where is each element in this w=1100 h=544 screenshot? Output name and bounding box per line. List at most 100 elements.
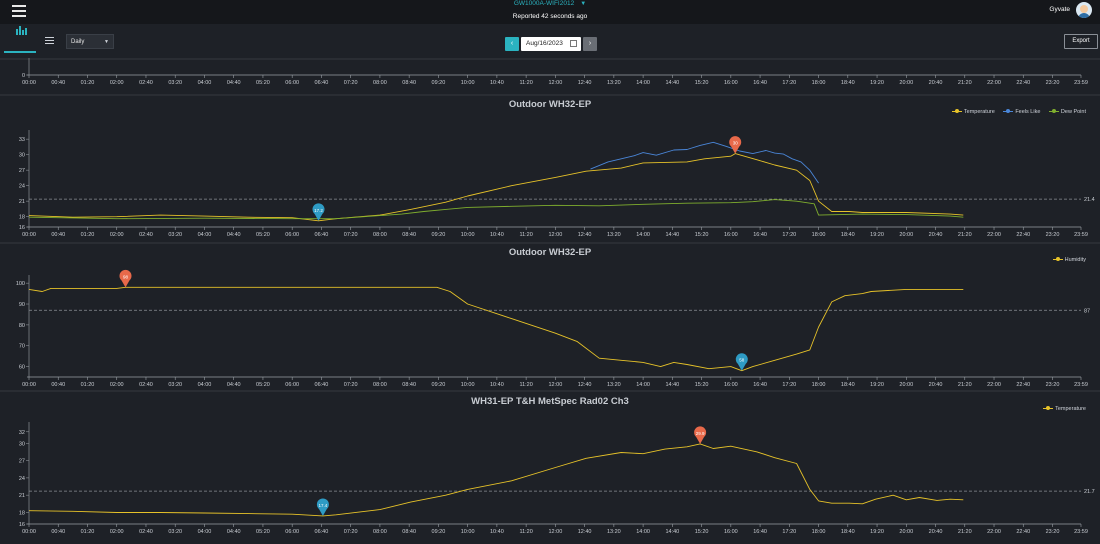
x-tick-label: 22:00: [987, 80, 1001, 86]
y-tick-label: 27: [19, 459, 25, 465]
x-tick-label: 05:20: [256, 529, 270, 535]
pin-label: 30: [733, 141, 739, 146]
series-line-feels-like: [590, 141, 819, 184]
x-tick-label: 04:40: [227, 529, 241, 535]
x-tick-label: 23:20: [1046, 529, 1060, 535]
x-tick-label: 11:20: [519, 529, 532, 535]
x-tick-label: 23:20: [1046, 80, 1060, 86]
x-tick-label: 04:00: [198, 80, 212, 86]
x-tick-label: 11:20: [519, 382, 532, 388]
x-tick-label: 01:20: [81, 80, 95, 86]
x-tick-label: 08:00: [373, 529, 387, 535]
x-tick-label: 12:40: [578, 232, 592, 238]
x-tick-label: 16:00: [724, 529, 738, 535]
x-tick-label: 09:20: [432, 529, 446, 535]
x-tick-label: 08:40: [402, 382, 416, 388]
outdoor-humidity-chart[interactable]: 60 70 80 90 100 00:00 00:40 01:20 02:00 02:40 03:2…: [0, 260, 1100, 390]
device-selector[interactable]: GW1000A-WIFI2012 ▼: [0, 0, 1100, 7]
date-value: Aug/16/2023: [526, 40, 563, 47]
x-tick-label: 20:40: [929, 232, 943, 238]
chart-title-outdoor-humidity: Outdoor WH32-EP: [508, 247, 592, 258]
x-tick-label: 13:20: [607, 232, 621, 238]
x-tick-label: 00:00: [22, 232, 36, 238]
chevron-down-icon[interactable]: ▼: [580, 1, 587, 7]
x-tick-label: 04:00: [198, 529, 212, 535]
x-tick-label: 18:00: [812, 80, 826, 86]
legend-item[interactable]: Humidity: [1052, 257, 1086, 263]
x-tick-label: 00:00: [22, 529, 36, 535]
x-tick-label: 03:20: [168, 80, 182, 86]
x-tick-label: 08:40: [402, 80, 416, 86]
x-tick-label: 10:00: [461, 529, 475, 535]
legend-item[interactable]: Feels Like: [1003, 109, 1040, 115]
top-strip-chart: 000:00 00:40 01:20 02:00 02:40 03:20 04:00 04:4…: [22, 58, 1088, 86]
x-tick-label: 14:00: [636, 382, 650, 388]
x-tick-label: 12:00: [548, 382, 562, 388]
x-tick-label: 01:20: [81, 232, 95, 238]
legend-item[interactable]: Temperature: [1043, 406, 1086, 412]
x-tick-label: 21:20: [958, 529, 972, 535]
export-button[interactable]: Export: [1064, 34, 1098, 49]
user-name[interactable]: Gyvate: [1049, 6, 1070, 13]
x-tick-label: 18:40: [841, 529, 855, 535]
chart-view-tab[interactable]: [4, 26, 36, 53]
device-name[interactable]: GW1000A-WIFI2012: [513, 0, 575, 7]
avatar[interactable]: [1076, 2, 1092, 18]
average-label: 21.4: [1084, 197, 1095, 203]
period-select[interactable]: Daily ▼: [66, 34, 114, 49]
legend-item[interactable]: Temperature: [951, 109, 995, 115]
x-tick-label: 04:00: [198, 382, 212, 388]
previous-day-button[interactable]: ‹: [505, 37, 519, 51]
wh31-temp-chart[interactable]: 16 18 21 24 27 30 32 00:00 00:40 01:20 02:00 02:40 0…: [0, 410, 1100, 538]
legend-wh31-temp: Temperature: [1036, 406, 1086, 412]
top-bar: [0, 0, 1100, 24]
date-picker[interactable]: Aug/16/2023: [521, 37, 581, 51]
pin-label: 98: [123, 274, 129, 279]
max-marker: 29.9: [694, 426, 707, 444]
min-marker: 58: [735, 353, 748, 371]
x-tick-label: 16:00: [724, 232, 738, 238]
y-tick-label: 24: [19, 476, 25, 482]
x-tick-label: 21:20: [958, 382, 972, 388]
x-tick-label: 22:40: [1016, 80, 1030, 86]
pin-label: 58: [739, 358, 745, 363]
list-view-icon[interactable]: [45, 37, 54, 46]
outdoor-temp-chart[interactable]: 16 18 21 24 27 30 33 00:00 00:40 01:20 02:00 02:40 0…: [0, 110, 1100, 240]
x-tick-label: 11:20: [519, 80, 532, 86]
x-tick-label: 15:20: [695, 382, 709, 388]
menu-icon[interactable]: [12, 5, 26, 17]
y-tick-label: 24: [19, 184, 25, 190]
x-tick-label: 07:20: [344, 80, 358, 86]
x-tick-label: 10:00: [461, 232, 475, 238]
x-tick-label: 10:00: [461, 80, 475, 86]
x-tick-label: 15:20: [695, 232, 709, 238]
x-tick-label: 00:00: [22, 80, 36, 86]
series-line-dew-point: [28, 199, 964, 220]
x-tick-label: 22:40: [1016, 529, 1030, 535]
divider: [0, 242, 1100, 244]
x-tick-label: 17:20: [782, 529, 796, 535]
x-tick-label: 10:40: [490, 232, 504, 238]
x-tick-label: 18:40: [841, 232, 855, 238]
legend-item[interactable]: Dew Point: [1048, 109, 1086, 115]
x-tick-label: 16:40: [753, 80, 767, 86]
x-tick-label: 10:40: [490, 382, 504, 388]
x-tick-label: 06:40: [315, 529, 329, 535]
x-tick-label: 02:40: [139, 232, 153, 238]
x-tick-label: 20:00: [899, 232, 913, 238]
x-tick-label: 16:00: [724, 80, 738, 86]
x-tick-label: 05:20: [256, 382, 270, 388]
x-tick-label: 00:00: [22, 382, 36, 388]
y-tick-label: 60: [19, 365, 25, 371]
y-tick-label: 70: [19, 344, 25, 350]
x-tick-label: 10:40: [490, 529, 504, 535]
x-tick-label: 22:40: [1016, 232, 1030, 238]
y-tick-label: 80: [19, 323, 25, 329]
next-day-button[interactable]: ›: [583, 37, 597, 51]
legend-label: Humidity: [1064, 257, 1086, 263]
x-tick-label: 16:40: [753, 382, 767, 388]
x-tick-label: 07:20: [344, 382, 358, 388]
x-tick-label: 14:40: [665, 80, 679, 86]
x-tick-label: 19:20: [870, 232, 884, 238]
x-tick-label: 04:40: [227, 80, 241, 86]
